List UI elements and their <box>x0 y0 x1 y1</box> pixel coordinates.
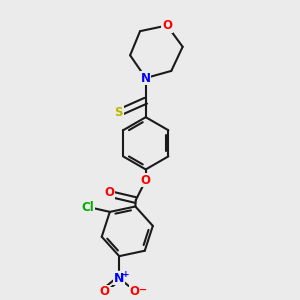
Text: O: O <box>141 174 151 187</box>
Text: O: O <box>130 285 140 298</box>
Text: N: N <box>141 71 151 85</box>
Text: S: S <box>115 106 123 118</box>
Text: O: O <box>162 19 172 32</box>
Text: Cl: Cl <box>82 201 94 214</box>
Text: −: − <box>139 285 147 295</box>
Text: O: O <box>99 285 109 298</box>
Text: N: N <box>114 272 124 285</box>
Text: +: + <box>122 270 129 279</box>
Text: O: O <box>104 187 114 200</box>
